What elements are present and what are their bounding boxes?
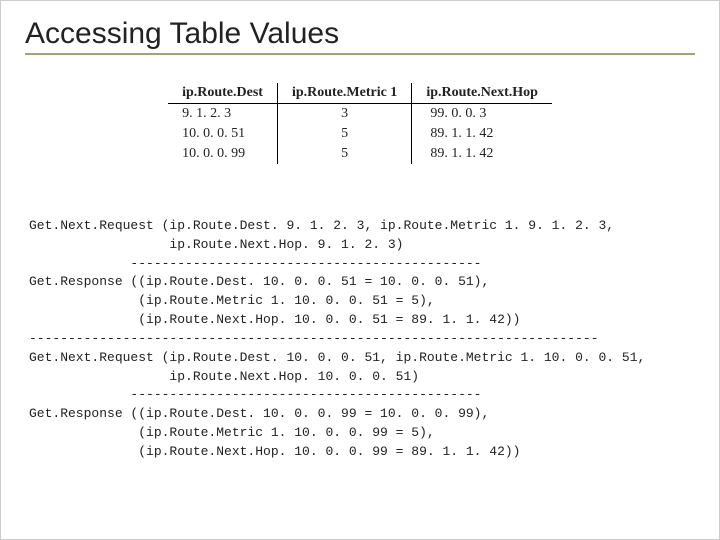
msg-line: ip.Route.Next.Hop. 9. 1. 2. 3) xyxy=(29,237,403,252)
cell-hop: 89. 1. 1. 42 xyxy=(412,144,552,164)
cell-metric: 5 xyxy=(277,144,411,164)
cell-dest: 9. 1. 2. 3 xyxy=(168,104,277,125)
table-row: 10. 0. 0. 51 5 89. 1. 1. 42 xyxy=(168,124,552,144)
msg-line: (ip.Route.Metric 1. 10. 0. 0. 51 = 5), xyxy=(29,293,435,308)
cell-metric: 3 xyxy=(277,104,411,125)
cell-hop: 99. 0. 0. 3 xyxy=(412,104,552,125)
cell-dest: 10. 0. 0. 51 xyxy=(168,124,277,144)
table-row: 10. 0. 0. 99 5 89. 1. 1. 42 xyxy=(168,144,552,164)
msg-line: Get.Response ((ip.Route.Dest. 10. 0. 0. … xyxy=(29,274,489,289)
cell-dest: 10. 0. 0. 99 xyxy=(168,144,277,164)
msg-line: (ip.Route.Next.Hop. 10. 0. 0. 51 = 89. 1… xyxy=(29,312,520,327)
table-header-row: ip.Route.Dest ip.Route.Metric 1 ip.Route… xyxy=(168,83,552,104)
msg-line: Get.Response ((ip.Route.Dest. 10. 0. 0. … xyxy=(29,406,489,421)
table-row: 9. 1. 2. 3 3 99. 0. 0. 3 xyxy=(168,104,552,125)
route-table: ip.Route.Dest ip.Route.Metric 1 ip.Route… xyxy=(168,83,552,164)
msg-line: ----------------------------------------… xyxy=(29,256,481,271)
title-underline xyxy=(25,53,695,55)
msg-line: ip.Route.Next.Hop. 10. 0. 0. 51) xyxy=(29,369,419,384)
message-block: Get.Next.Request (ip.Route.Dest. 9. 1. 2… xyxy=(29,198,695,481)
msg-line: ----------------------------------------… xyxy=(29,387,481,402)
col-header-hop: ip.Route.Next.Hop xyxy=(412,83,552,104)
page-title: Accessing Table Values xyxy=(25,17,695,51)
msg-line: Get.Next.Request (ip.Route.Dest. 9. 1. 2… xyxy=(29,218,614,233)
cell-hop: 89. 1. 1. 42 xyxy=(412,124,552,144)
col-header-metric: ip.Route.Metric 1 xyxy=(277,83,411,104)
msg-line: (ip.Route.Metric 1. 10. 0. 0. 99 = 5), xyxy=(29,425,435,440)
col-header-dest: ip.Route.Dest xyxy=(168,83,277,104)
cell-metric: 5 xyxy=(277,124,411,144)
msg-line: (ip.Route.Next.Hop. 10. 0. 0. 99 = 89. 1… xyxy=(29,444,520,459)
msg-line: Get.Next.Request (ip.Route.Dest. 10. 0. … xyxy=(29,350,645,365)
msg-line: ----------------------------------------… xyxy=(29,331,599,346)
slide: Accessing Table Values ip.Route.Dest ip.… xyxy=(0,0,720,540)
